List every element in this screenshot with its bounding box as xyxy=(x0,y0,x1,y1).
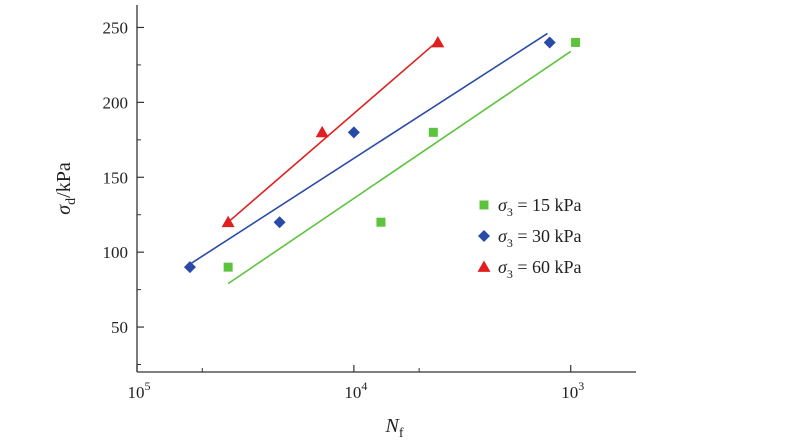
data-point xyxy=(223,262,233,272)
legend-label: σ3 = 15 kPa xyxy=(498,195,582,219)
data-point xyxy=(428,127,438,137)
data-point xyxy=(273,216,286,229)
ticks: 50 100 150 200 250 105 104 103 xyxy=(103,18,585,402)
y-tick-label: 200 xyxy=(103,93,129,112)
fit-line xyxy=(227,40,439,223)
legend-label: σ3 = 30 kPa xyxy=(498,226,582,250)
y-tick-label: 50 xyxy=(111,318,128,337)
data-point xyxy=(347,126,360,139)
legend-item: σ3 = 15 kPa xyxy=(479,195,582,219)
data-point xyxy=(571,37,581,47)
data-point xyxy=(315,125,329,138)
y-tick-label: 250 xyxy=(103,18,129,37)
y-tick-label: 100 xyxy=(103,243,129,262)
data-point xyxy=(431,35,445,48)
x-axis-title: Nf xyxy=(384,415,403,441)
data-point xyxy=(543,36,556,49)
legend-marker xyxy=(477,260,491,272)
data-points xyxy=(183,35,581,274)
fit-line xyxy=(189,32,548,265)
y-axis-title: σd/kPa xyxy=(53,162,79,215)
legend-marker xyxy=(478,230,490,242)
legend-label: σ3 = 60 kPa xyxy=(498,257,582,281)
fit-line xyxy=(227,50,572,285)
x-tick-label: 105 xyxy=(128,379,151,402)
axes xyxy=(136,5,636,373)
legend-item: σ3 = 30 kPa xyxy=(478,226,582,250)
legend: σ3 = 15 kPa σ3 = 30 kPa σ3 = 60 kPa xyxy=(477,195,582,281)
axis-titles: Nf σd/kPa xyxy=(53,162,404,441)
x-tick-label: 103 xyxy=(561,379,584,402)
data-point xyxy=(221,215,235,228)
x-tick-label: 104 xyxy=(344,379,367,402)
fit-lines xyxy=(189,32,572,285)
data-point xyxy=(376,217,386,227)
y-tick-label: 150 xyxy=(103,168,129,187)
legend-marker xyxy=(479,200,489,210)
legend-item: σ3 = 60 kPa xyxy=(477,257,582,281)
data-point xyxy=(183,261,196,274)
